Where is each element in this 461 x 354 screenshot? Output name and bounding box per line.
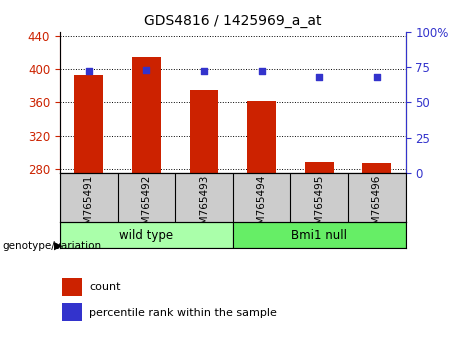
Text: ▶: ▶ — [54, 241, 63, 251]
Text: genotype/variation: genotype/variation — [2, 241, 101, 251]
Point — [200, 69, 207, 74]
Text: wild type: wild type — [119, 229, 173, 241]
Text: GSM765496: GSM765496 — [372, 175, 382, 238]
Bar — [74, 75, 103, 173]
Text: GSM765494: GSM765494 — [257, 175, 266, 238]
Text: count: count — [89, 282, 121, 292]
Point — [373, 74, 381, 80]
Title: GDS4816 / 1425969_a_at: GDS4816 / 1425969_a_at — [144, 14, 322, 28]
Text: GSM765491: GSM765491 — [84, 175, 94, 238]
Bar — [247, 101, 276, 173]
Point — [85, 69, 92, 74]
Text: GSM765493: GSM765493 — [199, 175, 209, 238]
Bar — [62, 278, 82, 296]
Bar — [305, 162, 334, 173]
Bar — [233, 222, 406, 248]
Text: percentile rank within the sample: percentile rank within the sample — [89, 308, 277, 318]
Point — [315, 74, 323, 80]
Bar — [62, 303, 82, 321]
Point — [258, 69, 266, 74]
Text: Bmi1 null: Bmi1 null — [291, 229, 347, 241]
Point — [142, 67, 150, 73]
Bar — [132, 57, 161, 173]
Bar — [189, 90, 219, 173]
Bar — [60, 222, 233, 248]
Text: GSM765495: GSM765495 — [314, 175, 324, 238]
Bar — [362, 163, 391, 173]
Text: GSM765492: GSM765492 — [142, 175, 151, 238]
